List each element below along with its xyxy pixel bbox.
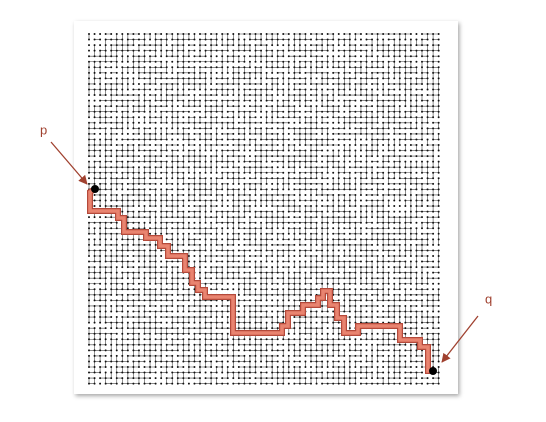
label-q: q	[485, 291, 492, 306]
node-q	[429, 367, 437, 375]
node-p	[91, 185, 99, 193]
path	[87, 186, 433, 374]
grid-nodes	[88, 33, 440, 385]
arrow-q	[441, 315, 479, 363]
grid-edges	[88, 33, 439, 384]
grid-graph	[88, 33, 440, 385]
path-fill	[88, 187, 433, 373]
label-p: p	[40, 122, 47, 137]
arrow-p	[50, 141, 88, 185]
